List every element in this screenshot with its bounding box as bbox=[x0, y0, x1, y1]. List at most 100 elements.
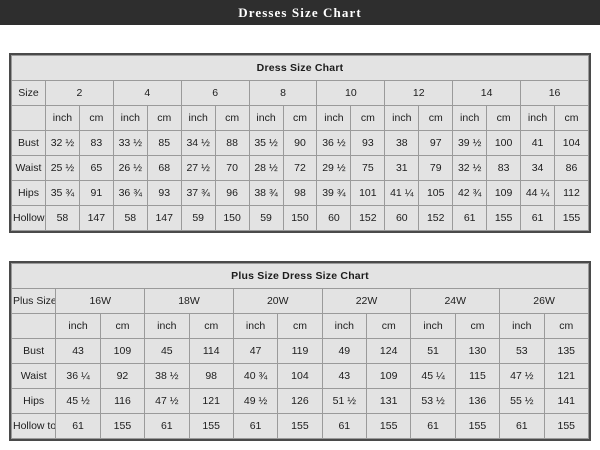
measurement-cell: 155 bbox=[365, 413, 412, 439]
measurement-cell: 41 ¼ bbox=[384, 180, 420, 206]
unit-header-20W-inch: inch bbox=[232, 313, 279, 339]
row-label: Hollow to Floor bbox=[10, 413, 57, 439]
measurement-cell: 93 bbox=[146, 180, 182, 206]
measurement-cell: 105 bbox=[418, 180, 454, 206]
measurement-cell: 155 bbox=[188, 413, 234, 439]
unit-header-26W-cm: cm bbox=[543, 313, 589, 339]
measurement-cell: 109 bbox=[365, 363, 412, 389]
size-header-16W: 16W bbox=[55, 288, 146, 314]
measurement-cell: 61 bbox=[410, 413, 456, 439]
measurement-cell: 45 bbox=[144, 338, 190, 364]
measurement-cell: 47 ½ bbox=[499, 363, 545, 389]
size-header-6: 6 bbox=[180, 80, 250, 106]
measurement-cell: 65 bbox=[78, 155, 114, 181]
size-label-cell: Size bbox=[11, 80, 46, 106]
measurement-cell: 61 bbox=[452, 205, 488, 231]
measurement-cell: 59 bbox=[180, 205, 216, 231]
measurement-cell: 47 bbox=[232, 338, 279, 364]
unit-header-22W-inch: inch bbox=[321, 313, 368, 339]
measurement-cell: 155 bbox=[554, 205, 589, 231]
measurement-cell: 109 bbox=[99, 338, 146, 364]
measurement-cell: 109 bbox=[486, 180, 522, 206]
table-title-row: Dress Size Chart bbox=[11, 55, 589, 81]
measurement-cell: 141 bbox=[543, 388, 589, 414]
unit-header-16-inch: inch bbox=[520, 105, 555, 131]
measurement-cell: 152 bbox=[350, 205, 386, 231]
measurement-cell: 88 bbox=[214, 130, 250, 156]
measurement-cell: 29 ½ bbox=[316, 155, 352, 181]
measurement-cell: 155 bbox=[486, 205, 522, 231]
measurement-cell: 155 bbox=[277, 413, 323, 439]
measurement-cell: 32 ½ bbox=[44, 130, 80, 156]
unit-header-24W-inch: inch bbox=[410, 313, 456, 339]
unit-row-spacer bbox=[11, 105, 46, 131]
plus-size-chart-block: Plus Size Dress Size Chart Plus Size 16W 18… bbox=[9, 261, 591, 441]
size-header-2: 2 bbox=[44, 80, 114, 106]
unit-header-10-inch: inch bbox=[316, 105, 352, 131]
table-title: Plus Size Dress Size Chart bbox=[11, 263, 589, 289]
measurement-cell: 61 bbox=[520, 205, 555, 231]
measurement-cell: 86 bbox=[554, 155, 589, 181]
unit-header-12-cm: cm bbox=[418, 105, 454, 131]
measurement-cell: 147 bbox=[146, 205, 182, 231]
row-label: Waist bbox=[10, 363, 57, 389]
measurement-cell: 152 bbox=[418, 205, 454, 231]
unit-header-26W-inch: inch bbox=[499, 313, 545, 339]
measurement-cell: 37 ¾ bbox=[180, 180, 216, 206]
measurement-cell: 155 bbox=[543, 413, 589, 439]
measurement-cell: 135 bbox=[543, 338, 589, 364]
size-label-cell: Plus Size bbox=[10, 288, 57, 314]
measurement-cell: 114 bbox=[188, 338, 234, 364]
dress-size-chart-block: Dress Size Chart Size 2 4 6 8 10 12 14 16 inch cm in… bbox=[9, 53, 591, 233]
measurement-cell: 155 bbox=[99, 413, 146, 439]
measurement-cell: 91 bbox=[78, 180, 114, 206]
unit-row-spacer bbox=[10, 313, 57, 339]
table-row: Hips 45 ½ 116 47 ½ 121 49 ½ 126 51 ½ 131 53 ½ 136 5… bbox=[10, 388, 589, 414]
measurement-cell: 35 ½ bbox=[248, 130, 284, 156]
measurement-cell: 97 bbox=[418, 130, 454, 156]
unit-header-16W-inch: inch bbox=[55, 313, 101, 339]
measurement-cell: 79 bbox=[418, 155, 454, 181]
page-banner: Dresses Size Chart bbox=[0, 0, 600, 25]
measurement-cell: 36 ½ bbox=[316, 130, 352, 156]
table-row: Hollow to Floor5814758147591505915060152… bbox=[11, 205, 589, 231]
measurement-cell: 43 bbox=[55, 338, 101, 364]
unit-header-16-cm: cm bbox=[554, 105, 589, 131]
measurement-cell: 116 bbox=[99, 388, 146, 414]
size-header-row: Plus Size 16W 18W 20W 22W 24W 26W bbox=[10, 288, 589, 314]
measurement-cell: 104 bbox=[277, 363, 323, 389]
table-row: Waist 25 ½ 65 26 ½ 68 27 ½ 70 28 ½ 72 29 ½ 75 31 79 3… bbox=[11, 155, 589, 181]
measurement-cell: 124 bbox=[365, 338, 412, 364]
measurement-cell: 55 ½ bbox=[499, 388, 545, 414]
table-row: Waist 36 ¼ 92 38 ½ 98 40 ¾ 104 43 109 45 ¼ 115 47 ½… bbox=[10, 363, 589, 389]
unit-header-2-cm: cm bbox=[78, 105, 114, 131]
size-header-12: 12 bbox=[384, 80, 454, 106]
measurement-cell: 112 bbox=[554, 180, 589, 206]
row-label: Bust bbox=[11, 130, 46, 156]
measurement-cell: 47 ½ bbox=[144, 388, 190, 414]
measurement-cell: 68 bbox=[146, 155, 182, 181]
measurement-cell: 72 bbox=[282, 155, 318, 181]
measurement-cell: 98 bbox=[282, 180, 318, 206]
unit-header-18W-cm: cm bbox=[188, 313, 234, 339]
measurement-cell: 121 bbox=[188, 388, 234, 414]
measurement-cell: 126 bbox=[277, 388, 323, 414]
measurement-cell: 36 ¼ bbox=[55, 363, 101, 389]
measurement-cell: 115 bbox=[454, 363, 501, 389]
measurement-cell: 130 bbox=[454, 338, 501, 364]
unit-header-8-cm: cm bbox=[282, 105, 318, 131]
measurement-cell: 92 bbox=[99, 363, 146, 389]
plus-size-table: Plus Size Dress Size Chart Plus Size 16W 18… bbox=[10, 263, 589, 439]
measurement-cell: 119 bbox=[277, 338, 323, 364]
unit-header-10-cm: cm bbox=[350, 105, 386, 131]
measurement-cell: 75 bbox=[350, 155, 386, 181]
measurement-cell: 51 ½ bbox=[321, 388, 368, 414]
unit-header-row: inch cm inch cm inch cm inch cm inch cm inch cm bbox=[10, 313, 589, 339]
measurement-cell: 61 bbox=[55, 413, 101, 439]
unit-header-14-cm: cm bbox=[486, 105, 522, 131]
measurement-cell: 60 bbox=[316, 205, 352, 231]
measurement-cell: 43 bbox=[321, 363, 368, 389]
measurement-cell: 45 ½ bbox=[55, 388, 101, 414]
plus-size-table-body: Plus Size Dress Size Chart Plus Size 16W 18… bbox=[10, 263, 589, 439]
